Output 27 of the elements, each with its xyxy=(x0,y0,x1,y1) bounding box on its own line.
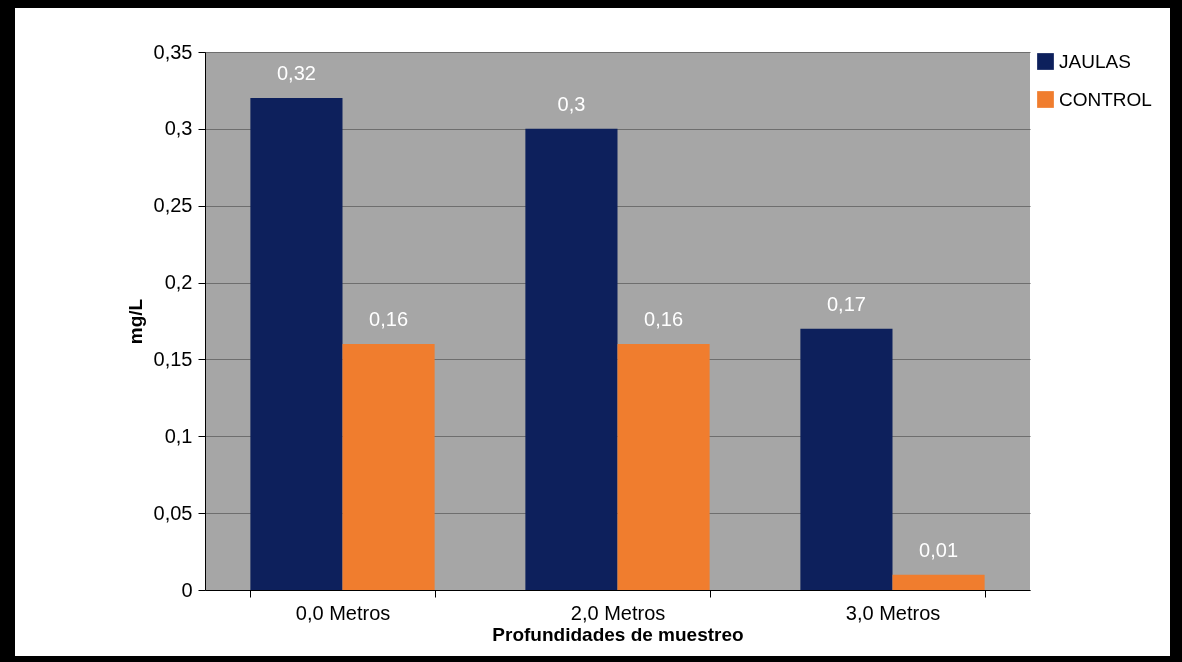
y-tick-label: 0,2 xyxy=(164,271,193,294)
y-axis-title: mg/L xyxy=(124,298,146,345)
bar xyxy=(617,344,710,590)
data-label: 0,01 xyxy=(919,538,959,561)
data-label: 0,3 xyxy=(557,92,586,115)
y-tick-label: 0,05 xyxy=(153,501,193,524)
y-tick-label: 0,35 xyxy=(153,40,193,63)
data-label: 0,16 xyxy=(644,308,684,331)
x-tick-label: 3,0 Metros xyxy=(845,601,941,624)
y-tick-label: 0,1 xyxy=(164,424,193,447)
x-tick-label: 2,0 Metros xyxy=(570,601,666,624)
y-tick-label: 0 xyxy=(181,578,193,601)
data-label: 0,17 xyxy=(826,292,866,315)
bar xyxy=(800,328,893,590)
legend-label: JAULAS xyxy=(1059,50,1131,72)
legend-label: CONTROL xyxy=(1059,88,1152,110)
bar xyxy=(250,98,343,590)
data-label: 0,32 xyxy=(276,62,316,85)
y-tick-label: 0,25 xyxy=(153,194,193,217)
data-label: 0,16 xyxy=(369,308,409,331)
bar xyxy=(525,128,618,590)
bar xyxy=(892,574,985,590)
x-axis-title: Profundidades de muestreo xyxy=(492,623,744,645)
y-tick-label: 0,15 xyxy=(153,347,193,370)
y-tick-label: 0,3 xyxy=(164,117,193,140)
x-tick-label: 0,0 Metros xyxy=(295,601,391,624)
bar xyxy=(342,344,435,590)
